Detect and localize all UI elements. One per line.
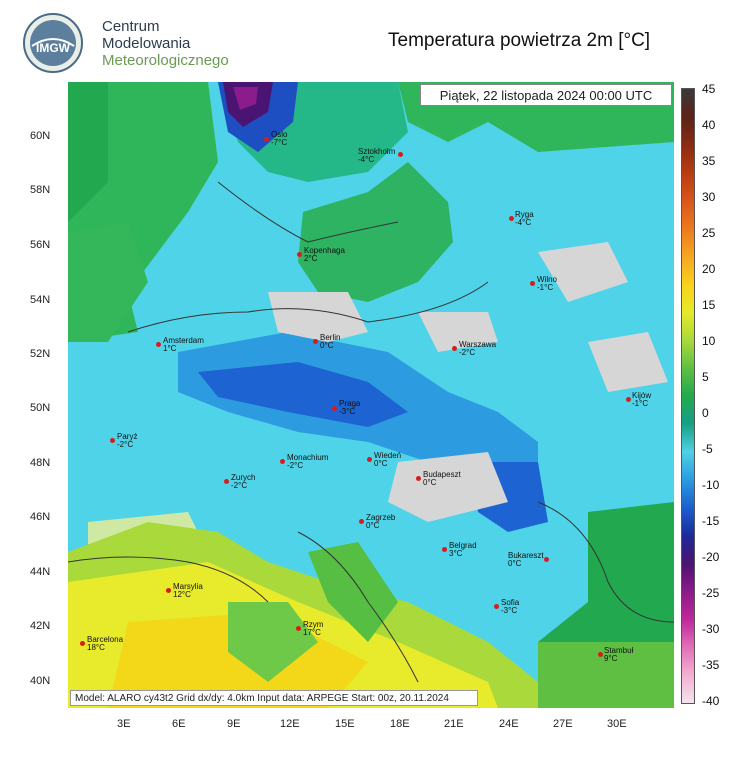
city-label-rzym: Rzym 17°C [303,620,324,637]
lat-label: 54N [30,294,51,306]
lon-label: 30E [607,718,627,730]
lon-label: 18E [390,718,410,730]
org-line-2: Modelowania [102,35,191,52]
city-label-berlin: Berlin 0°C [320,333,341,350]
colorbar-tick: -30 [702,622,720,636]
lat-label: 40N [30,675,51,687]
lon-label: 3E [117,718,131,730]
lon-label: 24E [499,718,519,730]
city-label-oslo: Oslo -7°C [271,130,288,147]
city-label-barcelona: Barcelona 18°C [87,635,124,652]
city-dot [452,346,457,351]
city-label-zurych: Zurych -2°C [231,473,256,490]
city-label-amsterdam: Amsterdam 1°C [163,336,204,353]
city-dot [156,342,161,347]
colorbar-tick: -35 [702,658,720,672]
city-dot [359,519,364,524]
city-label-budapeszt: Budapeszt 0°C [423,470,461,487]
sardinia [228,602,318,682]
city-dot [416,476,421,481]
colorbar-tick: -25 [702,586,720,600]
city-label-ryga: Ryga -4°C [515,210,534,227]
colorbar-tick: 30 [702,190,716,204]
lon-label: 6E [172,718,186,730]
colorbar-tick: 20 [702,262,716,276]
city-label-wilno: Wilno -1°C [537,275,558,292]
baltic-sea [298,162,453,302]
lon-label: 27E [553,718,573,730]
city-dot [544,557,549,562]
city-label-paryz: Paryż -2°C [117,432,138,449]
colorbar-tick: -20 [702,550,720,564]
city-label-monachium: Monachium -2°C [287,453,329,470]
colorbar-tick: -40 [702,694,720,708]
city-dot [166,588,171,593]
city-dot [626,397,631,402]
colorbar-tick: -15 [702,514,720,528]
city-dot [313,339,318,344]
city-dot [442,547,447,552]
city-label-kopenhaga: Kopenhaga 2°C [304,246,345,263]
city-label-wieden: Wiedeń 0°C [374,451,402,468]
map-title: Temperatura powietrza 2m [°C] [388,30,651,51]
lat-label: 60N [30,130,51,142]
lat-label: 42N [30,620,51,632]
imgw-logo: IMGW [23,13,83,73]
colorbar-tick: 5 [702,370,709,384]
org-line-3: Meteorologicznego [102,52,229,69]
city-label-zagrzeb: Zagrzeb 0°C [366,513,396,530]
city-label-bukareszt: Bukareszt 0°C [508,551,544,568]
city-dot [367,457,372,462]
city-dot [530,281,535,286]
colorbar-tick: -10 [702,478,720,492]
city-dot [280,459,285,464]
city-dot [80,641,85,646]
lon-label: 9E [227,718,241,730]
lat-label: 50N [30,402,51,414]
lon-label: 15E [335,718,355,730]
colorbar-tick: 0 [702,406,709,420]
model-info-label: Model: ALARO cy43t2 Grid dx/dy: 4.0km In… [70,690,478,706]
city-label-warszawa: Warszawa -2°C [459,340,497,357]
city-dot [398,152,403,157]
valid-time-label: Piątek, 22 listopada 2024 00:00 UTC [420,84,672,106]
italy-apennines [308,542,398,642]
city-label-sofia: Sofia -3°C [501,598,520,615]
city-dot [494,604,499,609]
city-label-sztokholm: Sztokholm -4°C [358,147,396,164]
colorbar-tick: 35 [702,154,716,168]
city-dot [598,652,603,657]
city-label-kijow: Kijów -1°C [632,391,652,408]
city-dot [296,626,301,631]
lon-label: 12E [280,718,300,730]
temperature-colorbar [681,88,695,704]
lat-label: 48N [30,457,51,469]
city-dot [509,216,514,221]
lon-label: 21E [444,718,464,730]
temperature-map [68,82,674,708]
colorbar-tick: 25 [702,226,716,240]
colorbar-tick: 10 [702,334,716,348]
city-dot [110,438,115,443]
lat-label: 44N [30,566,51,578]
org-line-1: Centrum [102,18,160,35]
city-label-stambul: Stambuł 9°C [604,646,634,663]
lat-label: 58N [30,184,51,196]
city-label-praga: Praga -3°C [339,399,361,416]
colorbar-tick: 45 [702,82,716,96]
city-label-marsylia: Marsylia 12°C [173,582,203,599]
lat-label: 46N [30,511,51,523]
colorbar-tick: 15 [702,298,716,312]
colorbar-tick: 40 [702,118,716,132]
city-dot [264,137,269,142]
organization-name: Centrum Modelowania Meteorologicznego [102,18,229,69]
city-dot [297,252,302,257]
lat-label: 56N [30,239,51,251]
city-dot [224,479,229,484]
city-label-belgrad: Belgrad 3°C [449,541,477,558]
city-dot [332,406,337,411]
logo-text: IMGW [36,41,71,55]
colorbar-tick: -5 [702,442,713,456]
lat-label: 52N [30,348,51,360]
